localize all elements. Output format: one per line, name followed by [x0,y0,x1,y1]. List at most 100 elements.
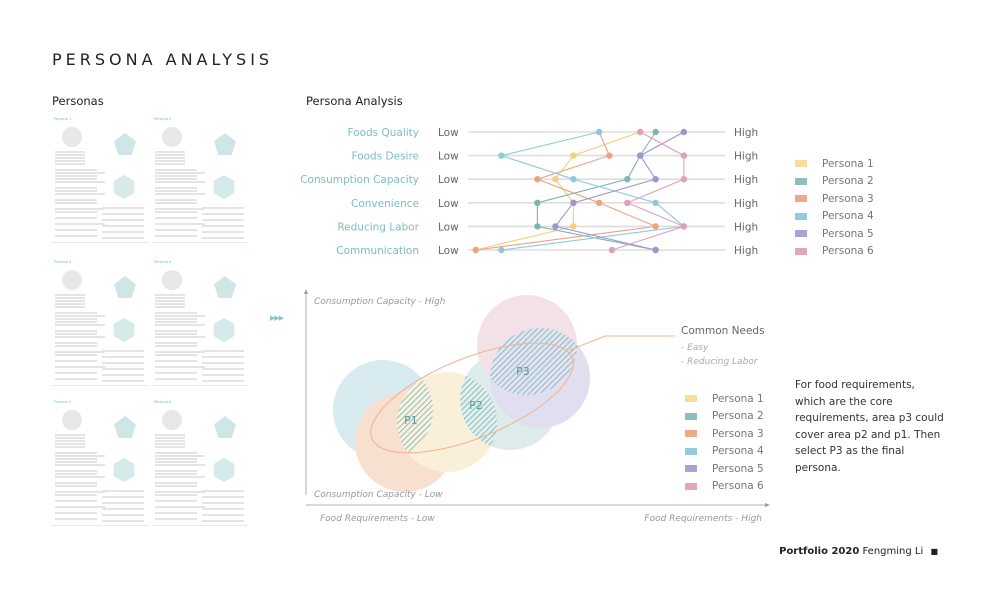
text-line [155,437,185,439]
text-line [55,360,97,362]
series-line-persona-3 [475,131,658,251]
text-line [155,187,197,189]
text-line [155,235,197,237]
text-line [55,333,97,335]
data-point-persona-2 [624,176,631,183]
text-line [55,494,97,496]
text-line [155,202,197,204]
text-line [155,336,205,338]
text-line [155,518,197,520]
legend-item: Persona 5 [685,460,764,478]
low-label: Low [438,198,459,210]
high-label: High [734,174,758,186]
footer: Portfolio 2020 Fengming Li ■ [779,546,938,557]
radar-chart-icon [114,133,136,155]
text-line [202,356,244,358]
persona-card: Persona 6 [152,398,248,526]
text-line [202,368,244,370]
persona-card-title: Persona 1 [54,117,72,121]
series-line-persona-5 [554,131,685,251]
text-line [155,351,205,353]
text-line [55,211,97,213]
text-line [55,512,97,514]
text-line [55,434,85,436]
persona-card: Persona 1 [52,115,148,243]
dimension-label: Consumption Capacity [300,174,419,186]
persona-card: Persona 2 [152,115,248,243]
text-line [155,303,185,305]
legend-swatch [685,395,697,403]
data-point-persona-4 [498,246,505,254]
persona-card-title: Persona 5 [54,400,72,404]
legend-item: Persona 1 [685,390,764,408]
text-line [55,193,105,195]
text-line [55,324,105,326]
text-line [102,508,144,510]
common-needs-ellipse [370,342,574,454]
text-line [155,512,197,514]
data-point-persona-5 [552,223,559,230]
text-line [102,380,144,382]
text-line [55,482,97,484]
text-line [155,476,205,478]
text-line [155,330,197,332]
personas-heading: Personas [52,94,104,108]
text-line [155,154,185,156]
text-line [55,458,97,460]
text-line [155,455,205,457]
radar-chart-icon [213,175,235,199]
text-line [55,160,85,162]
text-line [102,514,144,516]
text-line [155,294,185,296]
text-line [102,496,144,498]
radar-chart-icon [113,318,135,342]
text-line [102,213,144,215]
text-line [155,217,197,219]
text-line [155,354,197,356]
avatar-icon [62,270,82,290]
text-line [102,368,144,370]
text-line [55,455,105,457]
page-title: PERSONA ANALYSIS [52,50,274,69]
text-line [55,187,97,189]
text-line [155,169,197,171]
text-line [155,470,197,472]
legend-label: Persona 6 [822,245,874,258]
y-low-label: Consumption Capacity - Low [314,490,443,500]
radar-chart-icon [114,276,136,298]
text-line [55,306,85,308]
callout-line [569,335,675,351]
text-line [55,446,85,448]
text-line [202,225,244,227]
data-point-persona-6 [680,223,688,230]
legend-item: Persona 4 [795,208,874,226]
high-label: High [734,127,758,139]
high-label: High [734,198,758,210]
text-line [202,231,244,233]
legend-swatch [795,230,807,238]
text-line [102,374,144,376]
text-line [55,163,85,165]
text-line [155,193,205,195]
data-point-persona-2 [534,223,541,230]
text-line [155,333,197,335]
legend-swatch [685,430,697,438]
legend-swatch [795,247,807,255]
data-point-persona-5 [652,246,659,254]
text-line [55,151,85,153]
legend-swatch [685,482,697,490]
dimension-label: Convenience [351,198,419,210]
text-line [55,491,105,493]
radar-chart-icon [214,276,236,298]
text-line [55,190,97,192]
dimension-label: Foods Quality [347,127,419,139]
text-line [55,500,97,502]
text-line [102,225,144,227]
text-line [55,330,97,332]
data-point-persona-4 [652,199,659,206]
radar-chart-icon [214,416,236,438]
text-line [55,321,97,323]
p3-hatched-area [490,328,577,395]
text-line [155,443,185,445]
